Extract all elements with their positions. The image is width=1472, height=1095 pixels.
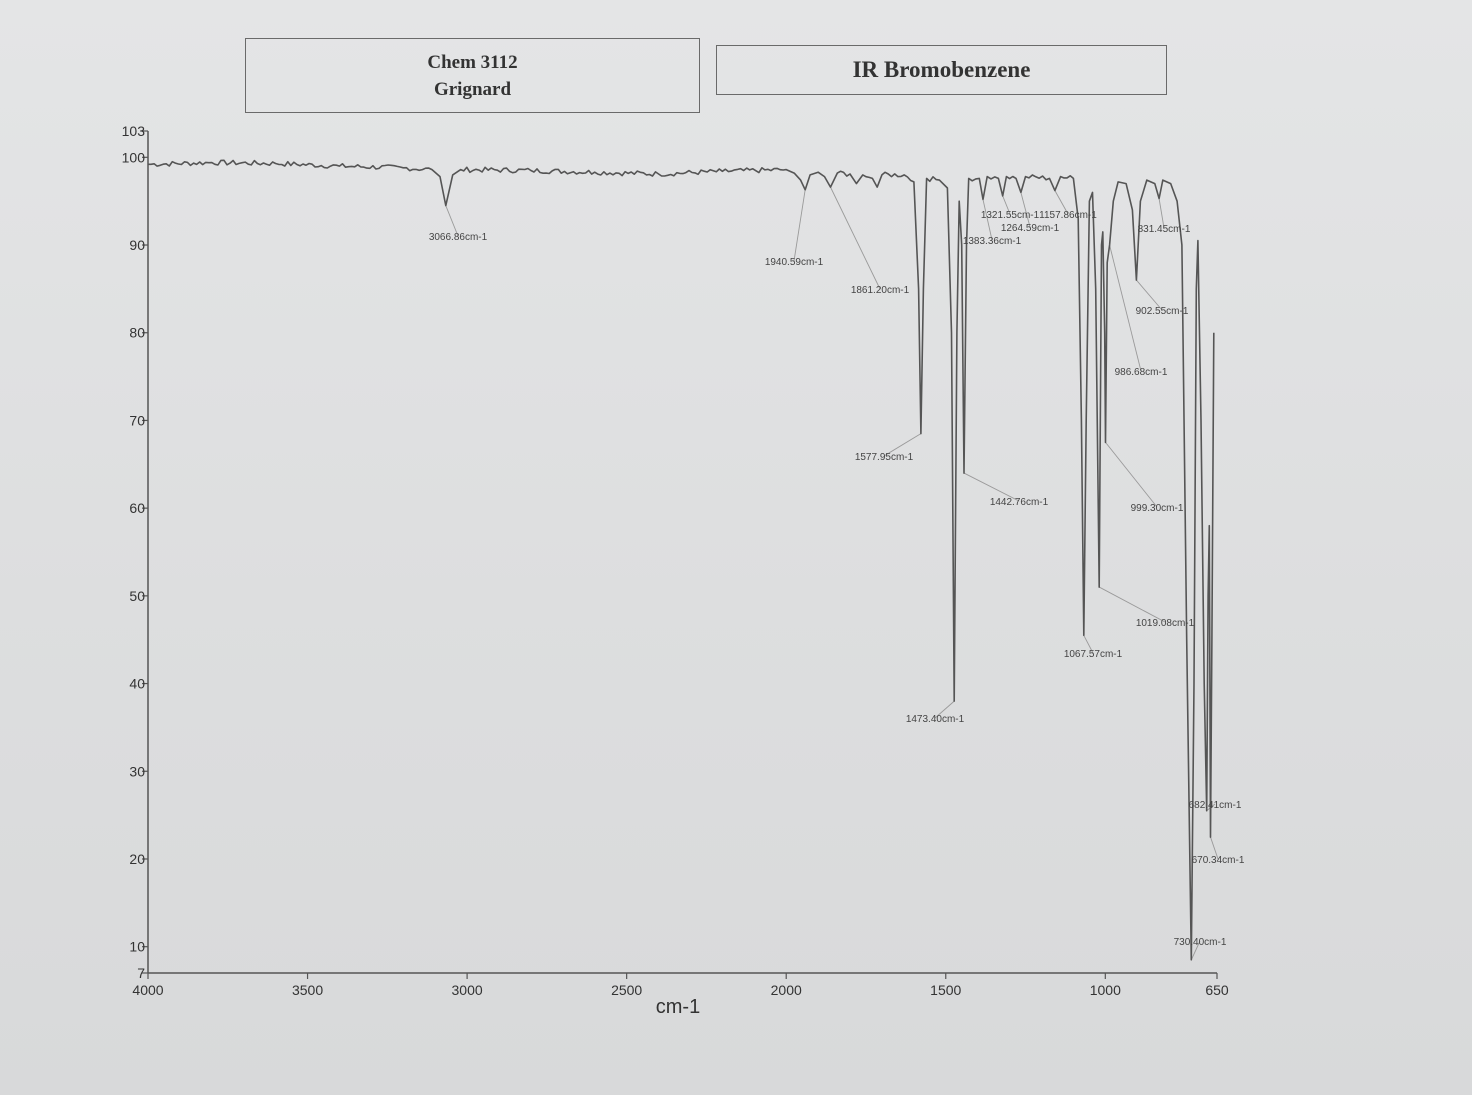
y-tick-label: 10 — [129, 939, 145, 955]
experiment-name: Grignard — [433, 78, 512, 100]
x-tick-label: 3500 — [292, 982, 323, 998]
y-tick-label: 100 — [122, 149, 146, 165]
x-tick-label: 2500 — [611, 982, 642, 998]
peak-leader — [1136, 279, 1163, 311]
peak-leader — [934, 700, 955, 719]
peak-leader-lines — [445, 186, 1219, 961]
peak-leader — [1105, 442, 1158, 508]
spectrum-title-box: IR Bromobenzene — [716, 45, 1167, 95]
peak-labels: 3066.86cm-1 1940.59cm-1 1861.20cm-1 1577.95… — [429, 210, 1245, 948]
peak-leader — [445, 205, 459, 237]
peak-label: 1473.40cm-1 — [906, 714, 965, 725]
peak-leader — [1054, 190, 1069, 215]
peak-label: 1157.86cm-1 — [1039, 210, 1097, 221]
peak-leader — [982, 199, 993, 241]
spectrum-line — [148, 159, 1215, 961]
peak-leader — [1020, 192, 1031, 228]
peak-leader — [1158, 198, 1165, 229]
x-tick-label: 2000 — [771, 982, 802, 998]
y-tick-label: 40 — [129, 676, 145, 692]
y-tick-label: 20 — [129, 851, 145, 867]
course-title-box: Chem 3112 Grignard — [245, 38, 700, 113]
y-tick-label: 50 — [129, 588, 145, 604]
spectrum-title: IR Bromobenzene — [852, 57, 1031, 82]
peak-label: 1577.95cm-1 — [855, 452, 914, 463]
y-tick-label: 7 — [137, 965, 145, 981]
peak-label: 1067.57cm-1 — [1064, 649, 1123, 660]
x-tick-label: 1500 — [930, 982, 961, 998]
peak-leader — [1210, 836, 1219, 860]
peak-label: 986.68cm-1 — [1115, 367, 1168, 378]
course-code: Chem 3112 — [427, 51, 518, 73]
peak-label: 1383.36cm-1 — [963, 236, 1022, 247]
y-tick-label: 80 — [129, 325, 145, 341]
y-tick-label: 90 — [129, 237, 145, 253]
peak-label: 1019.08cm-1 — [1136, 618, 1195, 629]
peak-label: 3066.86cm-1 — [429, 232, 488, 243]
y-tick-label: 103 — [122, 123, 146, 139]
peak-label: 1861.20cm-1 — [851, 285, 910, 296]
peak-label: 1940.59cm-1 — [765, 257, 824, 268]
peak-leader — [830, 186, 881, 290]
peak-leader — [963, 472, 1020, 502]
peak-leader — [883, 433, 922, 457]
x-tick-label: 650 — [1205, 982, 1229, 998]
peak-leader — [1002, 195, 1011, 215]
peak-leader — [1083, 635, 1094, 654]
peak-label: 831.45cm-1 — [1138, 224, 1191, 235]
peak-label: 999.30cm-1 — [1131, 503, 1184, 514]
peak-leader — [1109, 244, 1142, 372]
y-tick-label: 60 — [129, 500, 145, 516]
chart-axes: 7 10 20 30 40 50 60 70 80 90 100 103 4000 3500 3000 250… — [122, 123, 1229, 998]
x-tick-label: 1000 — [1090, 982, 1121, 998]
x-tick-label: 3000 — [452, 982, 483, 998]
peak-label: 1321.55cm-1 — [981, 210, 1040, 221]
peak-label: 902.55cm-1 — [1136, 306, 1189, 317]
x-axis-title: cm-1 — [656, 996, 700, 1018]
peak-leader — [793, 189, 806, 262]
y-tick-label: 30 — [129, 763, 145, 779]
peak-label: 1264.59cm-1 — [1001, 223, 1060, 234]
y-tick-label: 70 — [129, 412, 145, 428]
peak-label: 1442.76cm-1 — [990, 497, 1049, 508]
x-tick-label: 4000 — [132, 982, 163, 998]
peak-leader — [1190, 940, 1201, 961]
peak-label: 670.34cm-1 — [1192, 855, 1245, 866]
peak-label: 682.41cm-1 — [1189, 800, 1242, 811]
peak-label: 730.40cm-1 — [1174, 937, 1227, 948]
peak-leader — [1099, 586, 1166, 623]
